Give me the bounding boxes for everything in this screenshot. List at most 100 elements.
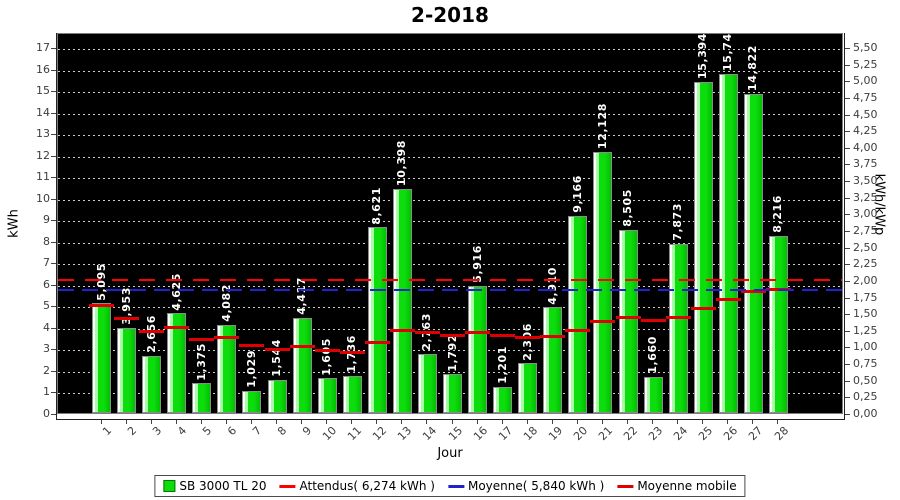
moyenne-mobile-segment — [440, 334, 466, 338]
moyenne-mobile-segment — [139, 330, 165, 333]
x-axis-tick — [501, 420, 503, 424]
x-axis-tick-label: 22 — [621, 424, 641, 444]
moyenne-mobile-segment — [740, 290, 766, 294]
y-axis-tick-label: 4 — [43, 320, 50, 334]
bar — [593, 151, 613, 413]
moyenne-mobile-segment — [465, 331, 491, 335]
y2-axis-tick — [845, 214, 850, 216]
x-axis-tick-label: 19 — [545, 424, 566, 444]
y-axis-tick — [51, 177, 56, 179]
y2-axis-tick — [845, 364, 850, 366]
x-axis-tick-label: 7 — [250, 424, 265, 439]
moyenne-mobile-segment — [540, 334, 566, 338]
grid-line — [58, 221, 842, 223]
y-axis-tick-label: 9 — [43, 213, 50, 227]
grid-line — [58, 92, 842, 94]
bar-value-label: 1,375 — [194, 342, 208, 381]
x-axis-tick-label: 9 — [300, 424, 315, 439]
bar-value-label: 4,910 — [545, 266, 559, 305]
y2-axis-tick — [845, 131, 850, 133]
y2-axis-tick — [845, 347, 850, 349]
bar — [518, 363, 538, 413]
y2-axis-tick-label: 3,00 — [853, 207, 878, 221]
y2-axis-tick-label: 4,00 — [853, 140, 878, 154]
y2-axis-tick — [845, 247, 850, 249]
bar-value-label: 12,128 — [595, 102, 609, 149]
x-axis-tick-label: 10 — [320, 424, 340, 444]
y2-axis-tick — [845, 147, 850, 149]
y2-axis-tick — [845, 380, 850, 382]
moyenne-mobile-segment — [264, 348, 290, 352]
bar-value-label: 15,746 — [721, 24, 735, 71]
y2-axis-tick — [845, 48, 850, 49]
bar — [142, 355, 162, 413]
x-axis-tick-label: 16 — [470, 424, 490, 444]
x-axis-tick — [200, 420, 202, 424]
y2-axis-tick — [845, 181, 850, 183]
x-axis-tick — [301, 420, 303, 424]
y2-axis-tick-label: 4,75 — [853, 90, 878, 104]
bar — [167, 313, 187, 413]
y-axis-tick-label: 16 — [36, 62, 50, 76]
legend-item: Attendus( 6,274 kWh ) — [279, 479, 435, 493]
legend-swatch-line-icon — [447, 484, 464, 488]
y-axis-tick — [51, 263, 56, 265]
bar-value-label: 8,621 — [370, 186, 384, 225]
y2-axis-tick-label: 3,50 — [853, 174, 878, 188]
moyenne-mobile-segment — [364, 340, 390, 344]
y2-axis-tick-label: 1,25 — [853, 323, 878, 337]
bar-value-label: 10,398 — [395, 140, 409, 187]
y-axis-tick — [51, 134, 56, 136]
y-axis-tick — [51, 198, 56, 200]
y2-axis-tick-label: 1,00 — [853, 340, 878, 354]
x-axis-tick — [752, 420, 754, 424]
y-axis-tick-label: 15 — [36, 84, 50, 98]
y2-axis-tick — [845, 264, 850, 266]
y2-axis-tick — [845, 81, 850, 83]
legend-item: SB 3000 TL 20 — [163, 479, 267, 493]
y2-axis-tick — [845, 280, 850, 282]
grid-line — [58, 199, 842, 201]
y-axis-tick — [51, 155, 56, 157]
moyenne-mobile-segment — [715, 297, 741, 301]
y-axis-tick — [51, 112, 56, 114]
x-axis-tick-label: 18 — [520, 424, 540, 444]
bar — [568, 215, 588, 413]
legend-label: SB 3000 TL 20 — [179, 479, 267, 493]
moyenne-mobile-segment — [490, 334, 516, 338]
legend-swatch-line-icon — [617, 484, 634, 488]
moyenne-mobile-segment — [289, 345, 315, 349]
y2-axis-tick — [845, 414, 850, 415]
x-axis-tick — [250, 420, 252, 424]
y-axis-tick — [51, 392, 56, 394]
y2-axis-tick-label: 0,50 — [853, 373, 878, 387]
x-axis-tick-label: 2 — [124, 424, 139, 439]
y-axis-tick — [51, 91, 56, 93]
grid-line — [58, 285, 842, 287]
bar — [543, 307, 563, 413]
y-axis-tick-label: 14 — [36, 105, 50, 119]
y2-axis-tick — [845, 297, 850, 299]
moyenne-mobile-segment — [389, 329, 415, 333]
y2-axis-tick-label: 2,00 — [853, 273, 878, 287]
y-axis-tick — [51, 349, 56, 351]
y2-axis-tick — [845, 164, 850, 166]
y-axis-tick-label: 13 — [36, 127, 50, 141]
grid-line — [58, 350, 842, 352]
y2-axis-tick — [845, 197, 850, 199]
y-axis-tick-label: 6 — [43, 277, 50, 291]
y2-axis-tick-label: 0,00 — [853, 407, 878, 420]
chart-title: 2-2018 — [411, 3, 489, 27]
legend-swatch-line-icon — [279, 484, 296, 488]
y-axis-tick-label: 0 — [43, 407, 50, 420]
bar — [468, 285, 488, 413]
bar — [317, 378, 337, 413]
y2-axis-tick-label: 4,50 — [853, 107, 878, 121]
bar — [643, 377, 663, 413]
bar — [693, 81, 713, 413]
x-axis-tick-label: 21 — [596, 424, 616, 444]
moyenne-mobile-segment — [565, 328, 591, 332]
bar — [718, 74, 738, 413]
x-axis-tick-label: 20 — [571, 424, 591, 444]
x-axis-tick — [677, 420, 679, 424]
